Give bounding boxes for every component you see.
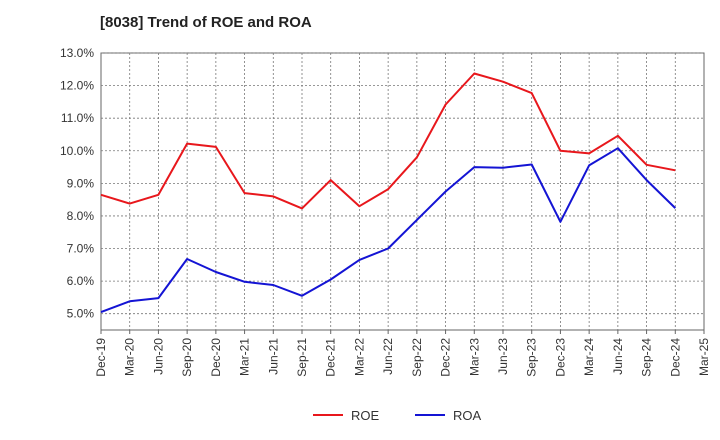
x-tick-label: Dec-20 — [209, 338, 223, 377]
x-tick-label: Jun-22 — [381, 338, 395, 375]
x-tick-label: Mar-24 — [582, 338, 596, 376]
x-tick-label: Dec-22 — [439, 338, 453, 377]
legend: ROE ROA — [313, 408, 482, 423]
y-tick-label: 6.0% — [67, 274, 95, 288]
y-tick-label: 7.0% — [67, 242, 95, 256]
y-tick-label: 13.0% — [60, 46, 94, 60]
axes: 5.0% 6.0% 7.0% 8.0% 9.0% 10.0% 11.0% 12.0% 13.0%… — [60, 46, 711, 377]
x-tick-label: Dec-19 — [94, 338, 108, 377]
plot-frame — [100, 52, 705, 331]
y-tick-label: 11.0% — [61, 111, 94, 125]
y-tick-label: 8.0% — [67, 209, 95, 223]
x-tick-label: Dec-24 — [668, 338, 682, 377]
series-line-roe — [100, 72, 676, 210]
x-tick-label: Jun-20 — [151, 338, 165, 375]
y-tick-label: 5.0% — [67, 307, 95, 321]
x-tick-label: Mar-20 — [123, 338, 137, 376]
legend-label-roa: ROA — [453, 408, 482, 423]
x-tick-label: Sep-22 — [410, 338, 424, 377]
grid — [100, 52, 705, 331]
x-tick-label: Mar-25 — [697, 338, 711, 376]
x-tick-label: Mar-23 — [467, 338, 481, 376]
y-tick-label: 9.0% — [67, 176, 95, 190]
x-tick-label: Jun-23 — [496, 338, 510, 375]
x-tick-label: Sep-21 — [295, 338, 309, 377]
x-tick-label: Mar-22 — [352, 338, 366, 376]
x-tick-label: Sep-20 — [180, 338, 194, 377]
series-line-roa — [100, 147, 676, 314]
x-tick-label: Sep-23 — [525, 338, 539, 377]
x-tick-label: Dec-21 — [324, 338, 338, 377]
y-tick-label: 10.0% — [60, 144, 94, 158]
x-tick-label: Mar-21 — [238, 338, 252, 376]
legend-label-roe: ROE — [351, 408, 380, 423]
series — [100, 72, 676, 314]
chart-title: [8038] Trend of ROE and ROA — [100, 14, 312, 31]
x-tick-label: Dec-23 — [553, 338, 567, 377]
x-tick-label: Sep-24 — [640, 338, 654, 377]
y-tick-label: 12.0% — [60, 79, 94, 93]
x-tick-label: Jun-21 — [266, 338, 280, 375]
x-tick-label: Jun-24 — [611, 338, 625, 375]
